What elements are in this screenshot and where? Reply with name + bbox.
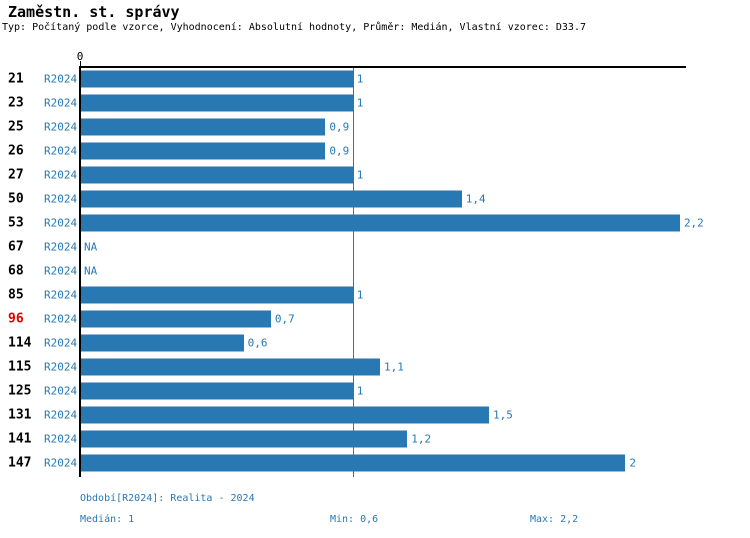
bar-row: 25 R2024 0,9 bbox=[0, 115, 750, 139]
bar bbox=[81, 430, 408, 448]
value-label: 0,6 bbox=[247, 336, 268, 350]
bar bbox=[81, 214, 680, 232]
median-reference-line bbox=[352, 68, 355, 477]
bar bbox=[81, 406, 490, 424]
period-label: R2024 bbox=[44, 336, 78, 350]
bar bbox=[81, 166, 353, 184]
bar-row: 26 R2024 0,9 bbox=[0, 139, 750, 163]
category-label: 125 bbox=[8, 383, 32, 399]
value-label: 2 bbox=[629, 456, 637, 470]
bar bbox=[81, 142, 326, 160]
bar-row: 27 R2024 1 bbox=[0, 163, 750, 187]
category-label: 67 bbox=[8, 239, 24, 255]
chart-title: Zaměstn. st. správy bbox=[8, 3, 180, 21]
bar bbox=[81, 358, 380, 376]
value-label: 2,2 bbox=[683, 216, 704, 230]
category-label: 68 bbox=[8, 263, 24, 279]
footer-max-stat: Max: 2,2 bbox=[530, 514, 579, 525]
period-label: R2024 bbox=[44, 216, 78, 230]
x-axis-zero-tick-label: 0 bbox=[76, 50, 84, 63]
category-label: 85 bbox=[8, 287, 24, 303]
period-label: R2024 bbox=[44, 168, 78, 182]
value-label: 1,2 bbox=[411, 432, 432, 446]
value-label: 0,7 bbox=[274, 312, 295, 326]
value-label: NA bbox=[84, 264, 98, 278]
chart-subtitle: Typ: Počítaný podle vzorce, Vyhodnocení:… bbox=[2, 22, 586, 33]
footer-median-stat: Medián: 1 bbox=[80, 514, 135, 525]
bar-row: 68 R2024 NA bbox=[0, 259, 750, 283]
period-label: R2024 bbox=[44, 192, 78, 206]
value-label: NA bbox=[84, 240, 98, 254]
value-label: 1 bbox=[356, 168, 364, 182]
category-label: 26 bbox=[8, 143, 24, 159]
period-label: R2024 bbox=[44, 96, 78, 110]
period-label: R2024 bbox=[44, 432, 78, 446]
y-axis-line bbox=[79, 66, 81, 477]
period-label: R2024 bbox=[44, 240, 78, 254]
bar-row: 85 R2024 1 bbox=[0, 283, 750, 307]
bar-row: 141 R2024 1,2 bbox=[0, 427, 750, 451]
category-label: 141 bbox=[8, 431, 32, 447]
footer-period-summary: Období[R2024]: Realita - 2024 bbox=[80, 493, 255, 504]
bar-row: 23 R2024 1 bbox=[0, 91, 750, 115]
bar bbox=[81, 334, 244, 352]
bar bbox=[81, 310, 271, 328]
value-label: 1,5 bbox=[493, 408, 513, 422]
category-label: 53 bbox=[8, 215, 24, 231]
period-label: R2024 bbox=[44, 360, 78, 374]
value-label: 0,9 bbox=[329, 144, 350, 158]
category-label: 96 bbox=[8, 311, 24, 327]
period-label: R2024 bbox=[44, 144, 78, 158]
bars-area: 21 R2024 1 23 R2024 1 25 R2024 0,9 26 R2024 0,9 27 R2… bbox=[0, 67, 750, 479]
value-label: 1 bbox=[356, 288, 364, 302]
category-label: 50 bbox=[8, 191, 24, 207]
value-label: 1 bbox=[356, 72, 364, 86]
period-label: R2024 bbox=[44, 288, 78, 302]
bar bbox=[81, 70, 353, 88]
bar bbox=[81, 118, 326, 136]
bar bbox=[81, 454, 626, 472]
category-label: 25 bbox=[8, 119, 24, 135]
value-label: 1 bbox=[356, 96, 364, 110]
bar bbox=[81, 382, 353, 400]
period-label: R2024 bbox=[44, 264, 78, 278]
category-label: 115 bbox=[8, 359, 32, 375]
bar-row: 147 R2024 2 bbox=[0, 451, 750, 475]
bar-row: 131 R2024 1,5 bbox=[0, 403, 750, 427]
category-label: 131 bbox=[8, 407, 32, 423]
x-axis-zero-tick bbox=[79, 61, 81, 67]
value-label: 1,1 bbox=[383, 360, 404, 374]
bar bbox=[81, 190, 462, 208]
footer-min-stat: Min: 0,6 bbox=[330, 514, 379, 525]
period-label: R2024 bbox=[44, 408, 78, 422]
category-label: 23 bbox=[8, 95, 24, 111]
value-label: 0,9 bbox=[329, 120, 350, 134]
category-label: 27 bbox=[8, 167, 24, 183]
period-label: R2024 bbox=[44, 456, 78, 470]
category-label: 147 bbox=[8, 455, 32, 471]
x-axis-line bbox=[79, 66, 686, 68]
bar-row: 53 R2024 2,2 bbox=[0, 211, 750, 235]
category-label: 21 bbox=[8, 71, 24, 87]
bar-row: 21 R2024 1 bbox=[0, 67, 750, 91]
bar-row: 67 R2024 NA bbox=[0, 235, 750, 259]
value-label: 1 bbox=[356, 384, 364, 398]
bar-row: 50 R2024 1,4 bbox=[0, 187, 750, 211]
bar-row: 96 R2024 0,7 bbox=[0, 307, 750, 331]
period-label: R2024 bbox=[44, 312, 78, 326]
value-label: 1,4 bbox=[465, 192, 486, 206]
bar bbox=[81, 286, 353, 304]
period-label: R2024 bbox=[44, 120, 78, 134]
category-label: 114 bbox=[8, 335, 32, 351]
bar-row: 115 R2024 1,1 bbox=[0, 355, 750, 379]
period-label: R2024 bbox=[44, 72, 78, 86]
bar-row: 114 R2024 0,6 bbox=[0, 331, 750, 355]
bar bbox=[81, 94, 353, 112]
period-label: R2024 bbox=[44, 384, 78, 398]
bar-row: 125 R2024 1 bbox=[0, 379, 750, 403]
